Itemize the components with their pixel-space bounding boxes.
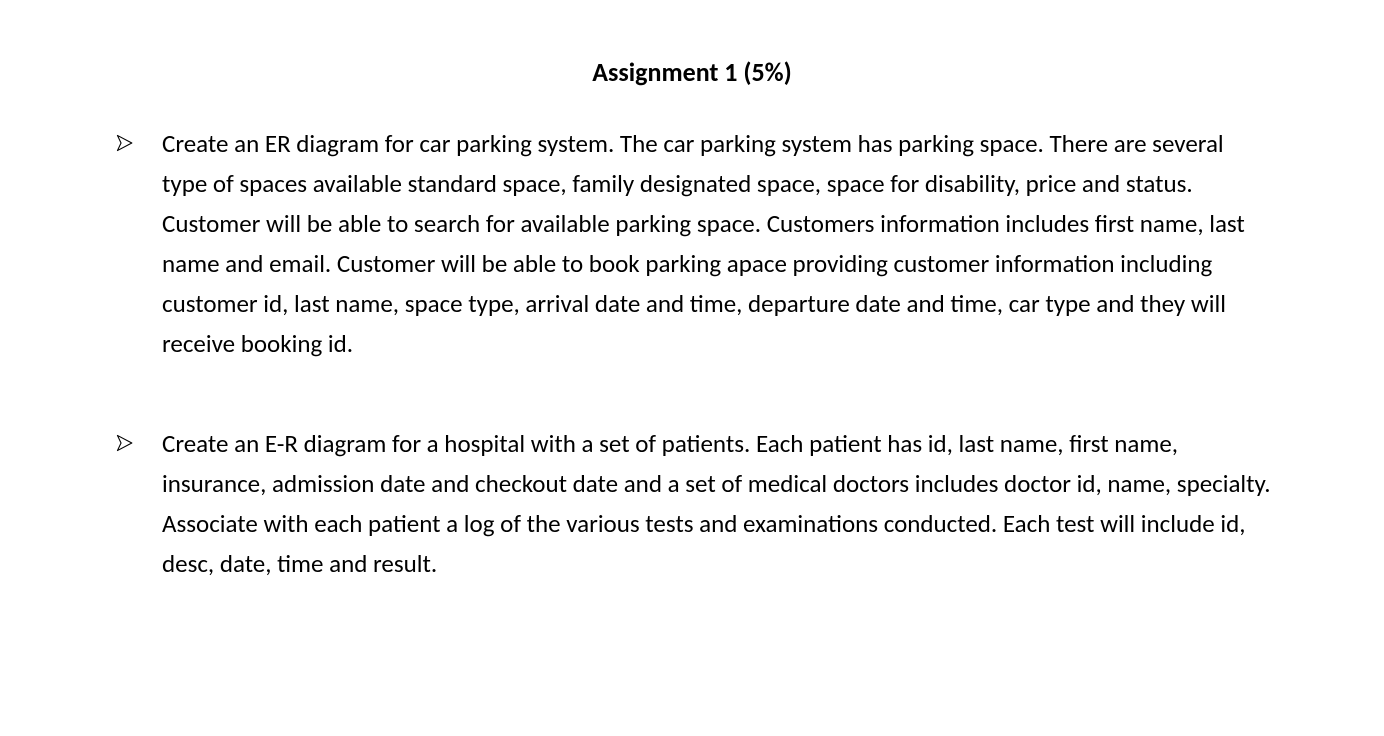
list-item: Create an E-R diagram for a hospital wit… [112, 424, 1272, 584]
list-item-text: Create an E-R diagram for a hospital wit… [162, 424, 1272, 584]
arrow-bullet-icon [112, 424, 162, 464]
list-item: Create an ER diagram for car parking sys… [112, 124, 1272, 364]
list-item-text: Create an ER diagram for car parking sys… [162, 124, 1272, 364]
assignment-title: Assignment 1 (5%) [112, 56, 1272, 88]
assignment-list: Create an ER diagram for car parking sys… [112, 124, 1272, 584]
arrow-bullet-icon [112, 124, 162, 164]
